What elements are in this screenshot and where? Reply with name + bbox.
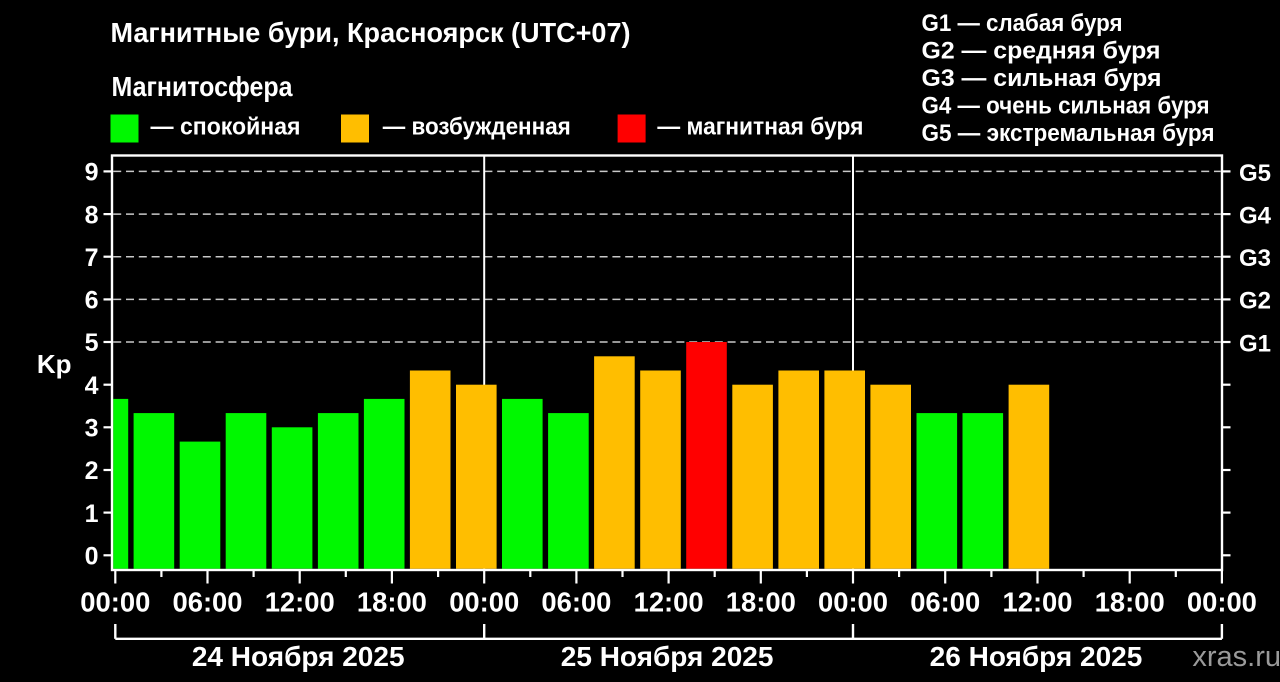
svg-text:06:00: 06:00 (541, 587, 611, 618)
svg-text:0: 0 (85, 543, 99, 571)
svg-text:G1: G1 (1239, 330, 1271, 357)
svg-text:xras.ru: xras.ru (1192, 641, 1280, 673)
svg-text:00:00: 00:00 (80, 587, 150, 618)
svg-text:2: 2 (85, 457, 99, 485)
svg-text:G3 — сильная буря: G3 — сильная буря (922, 65, 1162, 92)
svg-text:G5: G5 (1239, 160, 1271, 187)
svg-text:5: 5 (85, 329, 99, 357)
svg-text:12:00: 12:00 (1003, 587, 1073, 618)
svg-text:G3: G3 (1239, 245, 1271, 272)
svg-text:1: 1 (85, 500, 99, 528)
svg-text:9: 9 (85, 159, 99, 187)
svg-text:6: 6 (85, 287, 99, 315)
svg-text:18:00: 18:00 (357, 587, 427, 618)
svg-text:26 Ноября 2025: 26 Ноября 2025 (930, 641, 1143, 672)
svg-text:G2 — средняя буря: G2 — средняя буря (922, 38, 1161, 65)
svg-text:00:00: 00:00 (1187, 587, 1257, 618)
svg-text:00:00: 00:00 (449, 587, 519, 618)
svg-text:18:00: 18:00 (1095, 587, 1165, 618)
svg-text:12:00: 12:00 (634, 587, 704, 618)
svg-text:3: 3 (85, 415, 99, 443)
svg-text:G4: G4 (1239, 202, 1272, 229)
svg-text:— спокойная: — спокойная (151, 113, 301, 140)
svg-text:7: 7 (85, 244, 99, 272)
svg-text:G2: G2 (1239, 288, 1271, 315)
svg-text:00:00: 00:00 (818, 587, 888, 618)
svg-text:25 Ноября 2025: 25 Ноября 2025 (561, 641, 774, 672)
svg-text:12:00: 12:00 (265, 587, 335, 618)
svg-text:Магнитосфера: Магнитосфера (112, 71, 293, 102)
svg-text:06:00: 06:00 (910, 587, 980, 618)
svg-text:— магнитная буря: — магнитная буря (657, 113, 863, 140)
svg-text:18:00: 18:00 (726, 587, 796, 618)
svg-text:G5 — экстремальная буря: G5 — экстремальная буря (922, 120, 1215, 147)
svg-text:8: 8 (85, 201, 99, 229)
svg-text:— возбужденная: — возбужденная (383, 113, 571, 140)
svg-text:24 Ноября 2025: 24 Ноября 2025 (192, 641, 405, 672)
svg-text:G4 — очень сильная буря: G4 — очень сильная буря (922, 93, 1210, 120)
svg-text:Магнитные бури, Красноярск (UT: Магнитные бури, Красноярск (UTC+07) (111, 17, 631, 48)
svg-text:G1 — слабая буря: G1 — слабая буря (922, 10, 1123, 37)
svg-text:4: 4 (85, 372, 99, 400)
svg-text:06:00: 06:00 (173, 587, 243, 618)
svg-text:Kp: Kp (37, 349, 72, 379)
